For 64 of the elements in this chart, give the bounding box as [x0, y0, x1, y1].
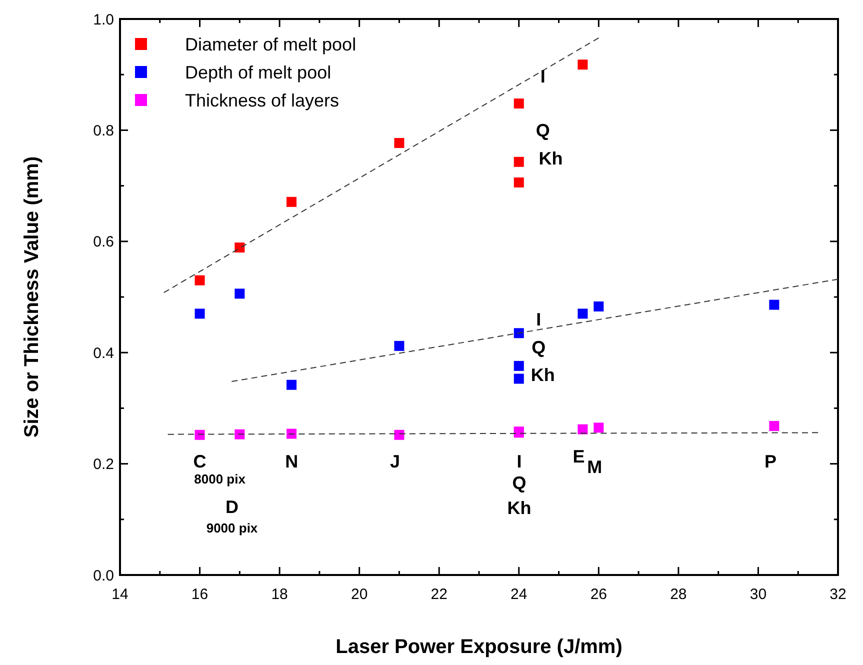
y-axis-title: Size or Thickness Value (mm): [21, 156, 43, 438]
annotation: I: [536, 310, 542, 330]
point: [578, 60, 588, 70]
point: [578, 308, 588, 319]
legend-label: Depth of melt pool: [185, 62, 332, 82]
annotation: P: [764, 451, 777, 472]
point: [578, 424, 588, 434]
annotation: D: [226, 496, 239, 517]
point: [769, 420, 780, 431]
annotation: M: [587, 456, 602, 477]
annotation: I: [540, 66, 546, 87]
x-axis-title: Laser Power Exposure (J/mm): [336, 636, 622, 658]
point: [194, 275, 205, 286]
legend-label: Diameter of melt pool: [185, 34, 356, 54]
annotation: C: [193, 451, 206, 472]
annotation: E: [572, 446, 585, 466]
annotation: 9000 pix: [206, 520, 258, 536]
x-tick-label: 28: [670, 586, 687, 603]
annotation: Q: [532, 337, 546, 358]
point: [286, 380, 297, 390]
annotation: J: [390, 451, 400, 472]
point: [769, 300, 780, 310]
y-tick-label: 0.4: [93, 344, 114, 362]
annotation: Kh: [530, 365, 555, 386]
point: [514, 177, 524, 188]
point: [514, 156, 524, 167]
point: [594, 301, 604, 312]
point: [514, 98, 524, 109]
y-tick-label: 0.8: [93, 122, 114, 140]
point: [234, 242, 245, 253]
x-tick-label: 24: [510, 586, 528, 603]
point: [514, 374, 524, 384]
x-tick-label: 14: [112, 586, 128, 603]
x-tick-label: 26: [590, 586, 608, 603]
point: [514, 360, 524, 371]
annotation: I: [516, 451, 522, 472]
point: [286, 196, 297, 207]
point: [194, 308, 205, 319]
x-tick-label: 32: [830, 586, 846, 603]
annotation: Q: [512, 473, 526, 494]
legend-label: Thickness of layers: [185, 90, 340, 110]
x-tick-label: 16: [191, 586, 208, 603]
x-tick-label: 30: [750, 586, 767, 603]
annotation: Q: [536, 120, 550, 140]
annotation: Kh: [507, 498, 532, 518]
y-tick-label: 0.2: [93, 456, 114, 474]
point: [286, 428, 297, 439]
point: [594, 422, 604, 433]
x-tick-label: 18: [271, 586, 288, 603]
point: [514, 328, 524, 338]
point: [394, 138, 404, 148]
point: [394, 340, 404, 351]
point: [234, 429, 245, 440]
point: [194, 430, 205, 440]
annotation: 8000 pix: [194, 471, 246, 486]
y-tick-label: 0.6: [93, 234, 114, 251]
annotation: N: [285, 451, 298, 472]
x-tick-label: 20: [350, 586, 368, 603]
x-tick-label: 22: [430, 586, 448, 603]
y-tick-label: 1.0: [93, 11, 114, 28]
point: [234, 288, 245, 299]
point: [394, 430, 404, 440]
annotation: Kh: [538, 148, 563, 168]
y-tick-label: 0.0: [93, 567, 114, 584]
